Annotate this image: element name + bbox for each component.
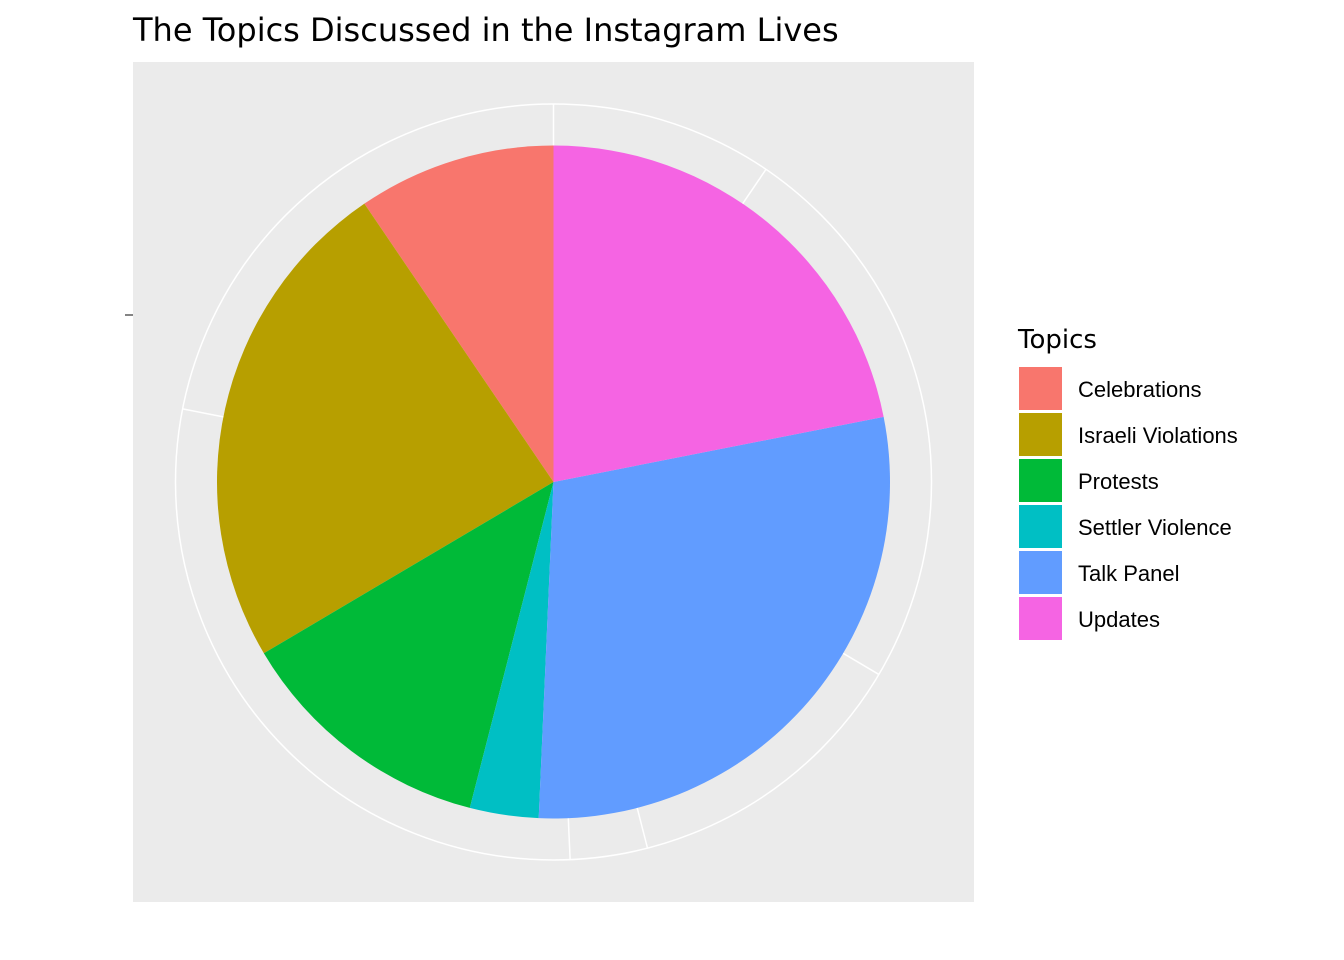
legend-swatch (1019, 367, 1062, 410)
pie-slice-israeli-violations (216, 203, 554, 654)
legend-label: Protests (1078, 469, 1159, 494)
legend-swatch (1019, 505, 1062, 548)
legend-swatch (1019, 459, 1062, 502)
legend-label: Updates (1078, 607, 1160, 632)
legend-label: Celebrations (1078, 377, 1202, 402)
legend-swatch (1019, 551, 1062, 594)
legend-swatch (1019, 413, 1062, 456)
legend: Celebrations Israeli Violations Protests Se… (1019, 367, 1238, 640)
pie-slice-celebrations (364, 145, 554, 482)
legend-swatch (1019, 597, 1062, 640)
pie-slice-talk-panel (538, 416, 890, 819)
legend-label: Settler Violence (1078, 515, 1232, 540)
pie-slice-settler-violence (469, 482, 554, 819)
legend-title: Topics (1017, 325, 1097, 355)
pie-slice-protests (263, 482, 554, 808)
chart-title: The Topics Discussed in the Instagram Li… (132, 11, 839, 49)
pie-slice-updates (553, 145, 884, 482)
legend-label: Israeli Violations (1078, 423, 1238, 448)
legend-label: Talk Panel (1078, 561, 1180, 586)
pie-slices (216, 145, 890, 819)
